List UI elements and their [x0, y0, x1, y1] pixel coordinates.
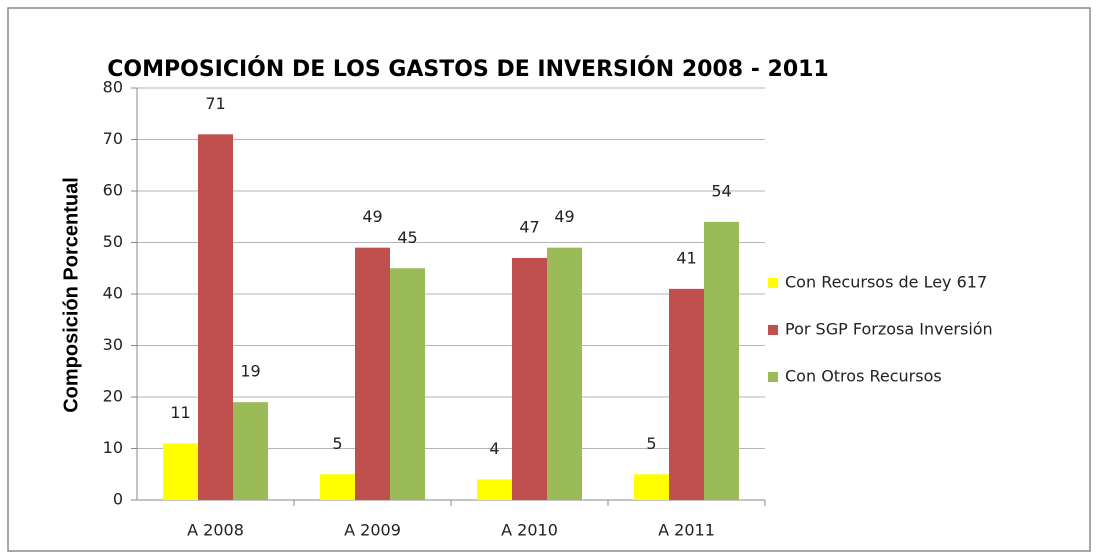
bar	[547, 247, 582, 500]
data-label: 45	[397, 228, 417, 247]
bar	[477, 479, 512, 500]
data-label: 5	[646, 434, 656, 453]
bar	[320, 474, 355, 500]
bar	[390, 268, 425, 500]
y-tick-label: 40	[103, 284, 123, 303]
legend-label: Con Otros Recursos	[785, 367, 942, 386]
legend-label: Por SGP Forzosa Inversión	[785, 320, 993, 339]
bar	[634, 474, 669, 500]
data-label: 47	[519, 217, 539, 236]
bar	[704, 221, 739, 500]
data-label: 19	[240, 362, 260, 381]
data-label: 11	[170, 403, 190, 422]
y-tick-label: 20	[103, 387, 123, 406]
legend-swatch	[768, 372, 778, 382]
y-tick-label: 0	[113, 490, 123, 509]
data-label: 54	[711, 181, 731, 200]
legend-swatch	[768, 325, 778, 335]
bar	[512, 257, 547, 500]
bar	[233, 402, 268, 500]
y-tick-label: 70	[103, 129, 123, 148]
x-tick-label: A 2011	[658, 521, 715, 540]
y-tick-label: 60	[103, 181, 123, 200]
data-label: 41	[676, 248, 696, 267]
y-tick-label: 10	[103, 438, 123, 457]
data-label: 49	[554, 207, 574, 226]
bar	[163, 443, 198, 500]
bar	[669, 288, 704, 500]
bar	[355, 247, 390, 500]
data-label: 4	[489, 439, 499, 458]
y-tick-label: 80	[103, 78, 123, 97]
legend-swatch	[768, 278, 778, 288]
y-tick-label: 50	[103, 232, 123, 251]
legend-label: Con Recursos de Ley 617	[785, 273, 987, 292]
y-axis-label: Composición Porcentual	[60, 177, 82, 413]
data-label: 5	[332, 434, 342, 453]
bar	[198, 134, 233, 500]
x-tick-label: A 2010	[501, 521, 558, 540]
y-tick-label: 30	[103, 335, 123, 354]
data-label: 71	[205, 94, 225, 113]
chart-title: COMPOSICIÓN DE LOS GASTOS DE INVERSIÓN 2…	[107, 56, 829, 82]
data-label: 49	[362, 207, 382, 226]
x-tick-label: A 2009	[344, 521, 401, 540]
x-tick-label: A 2008	[187, 521, 244, 540]
